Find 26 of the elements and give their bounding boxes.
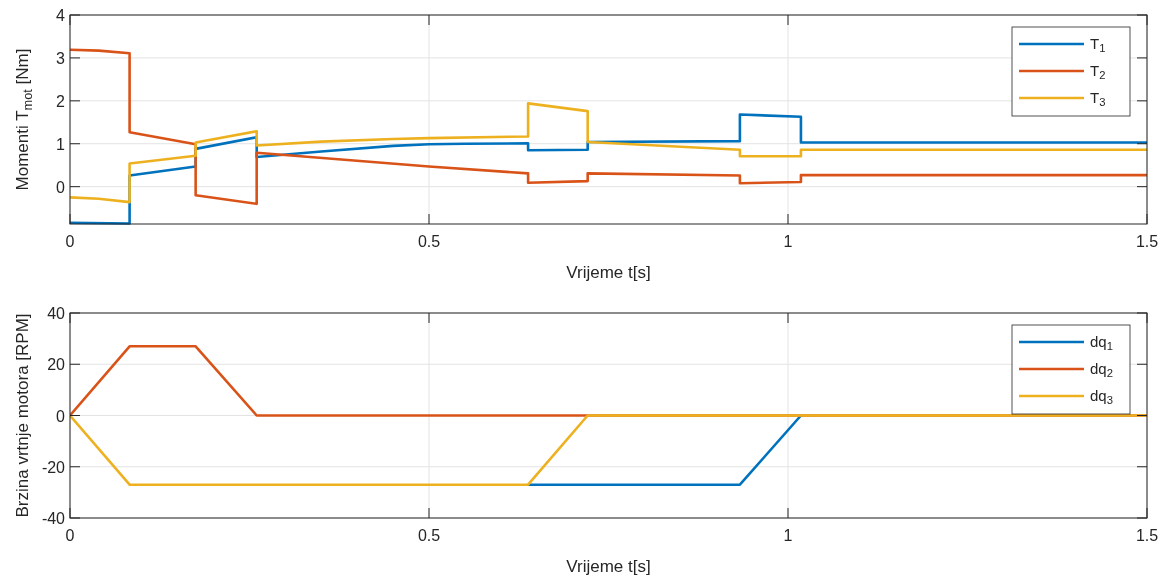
legend-label: T$_{2}$ — [1090, 62, 1106, 82]
x-axis-title: Vrijeme t[s] — [566, 263, 651, 282]
y-axis-title: Brzina vrtnje motora [RPM] — [13, 313, 32, 518]
y-tick-label: 3 — [56, 49, 66, 67]
legend-label: T$_{1}$ — [1090, 35, 1106, 55]
legend-label: T$_{3}$ — [1090, 89, 1106, 109]
x-tick-label: 0.5 — [417, 527, 441, 544]
legend-label: dq$_{3}$ — [1090, 387, 1113, 407]
x-tick-label: 1 — [783, 233, 793, 250]
y-tick-label: 20 — [47, 356, 66, 374]
y-tick-label: 40 — [47, 305, 66, 322]
y-tick-label: -40 — [41, 510, 66, 527]
x-tick-label: 0.5 — [417, 233, 441, 250]
line-series — [70, 113, 1147, 225]
y-tick-label: 1 — [56, 135, 66, 153]
x-tick-label: 1 — [783, 527, 793, 544]
legend-label: dq$_{1}$ — [1090, 333, 1113, 353]
x-tick-label: 1.5 — [1135, 527, 1159, 544]
legend-label: dq$_{2}$ — [1090, 360, 1113, 380]
y-tick-label: -20 — [41, 458, 66, 476]
y-tick-label: 2 — [56, 92, 66, 110]
y-tick-label: 0 — [56, 407, 66, 425]
y-tick-label: 0 — [56, 178, 66, 196]
x-axis-title: Vrijeme t[s] — [566, 557, 651, 576]
y-tick-label: 4 — [56, 7, 66, 24]
x-tick-label: 1.5 — [1135, 233, 1159, 250]
